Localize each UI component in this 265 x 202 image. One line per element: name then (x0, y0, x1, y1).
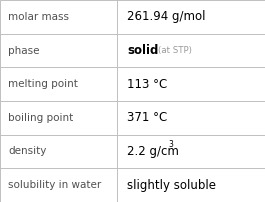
Text: melting point: melting point (8, 79, 78, 89)
Text: phase: phase (8, 45, 39, 56)
Text: 371 °C: 371 °C (127, 111, 167, 124)
Text: slightly soluble: slightly soluble (127, 179, 216, 192)
Text: solubility in water: solubility in water (8, 180, 101, 190)
Text: solid: solid (127, 44, 158, 57)
Text: density: density (8, 146, 46, 157)
Text: (at STP): (at STP) (158, 46, 192, 55)
Text: 261.94 g/mol: 261.94 g/mol (127, 10, 206, 23)
Text: boiling point: boiling point (8, 113, 73, 123)
Text: molar mass: molar mass (8, 12, 69, 22)
Text: 113 °C: 113 °C (127, 78, 167, 91)
Text: 3: 3 (168, 140, 173, 149)
Text: 2.2 g/cm: 2.2 g/cm (127, 145, 179, 158)
